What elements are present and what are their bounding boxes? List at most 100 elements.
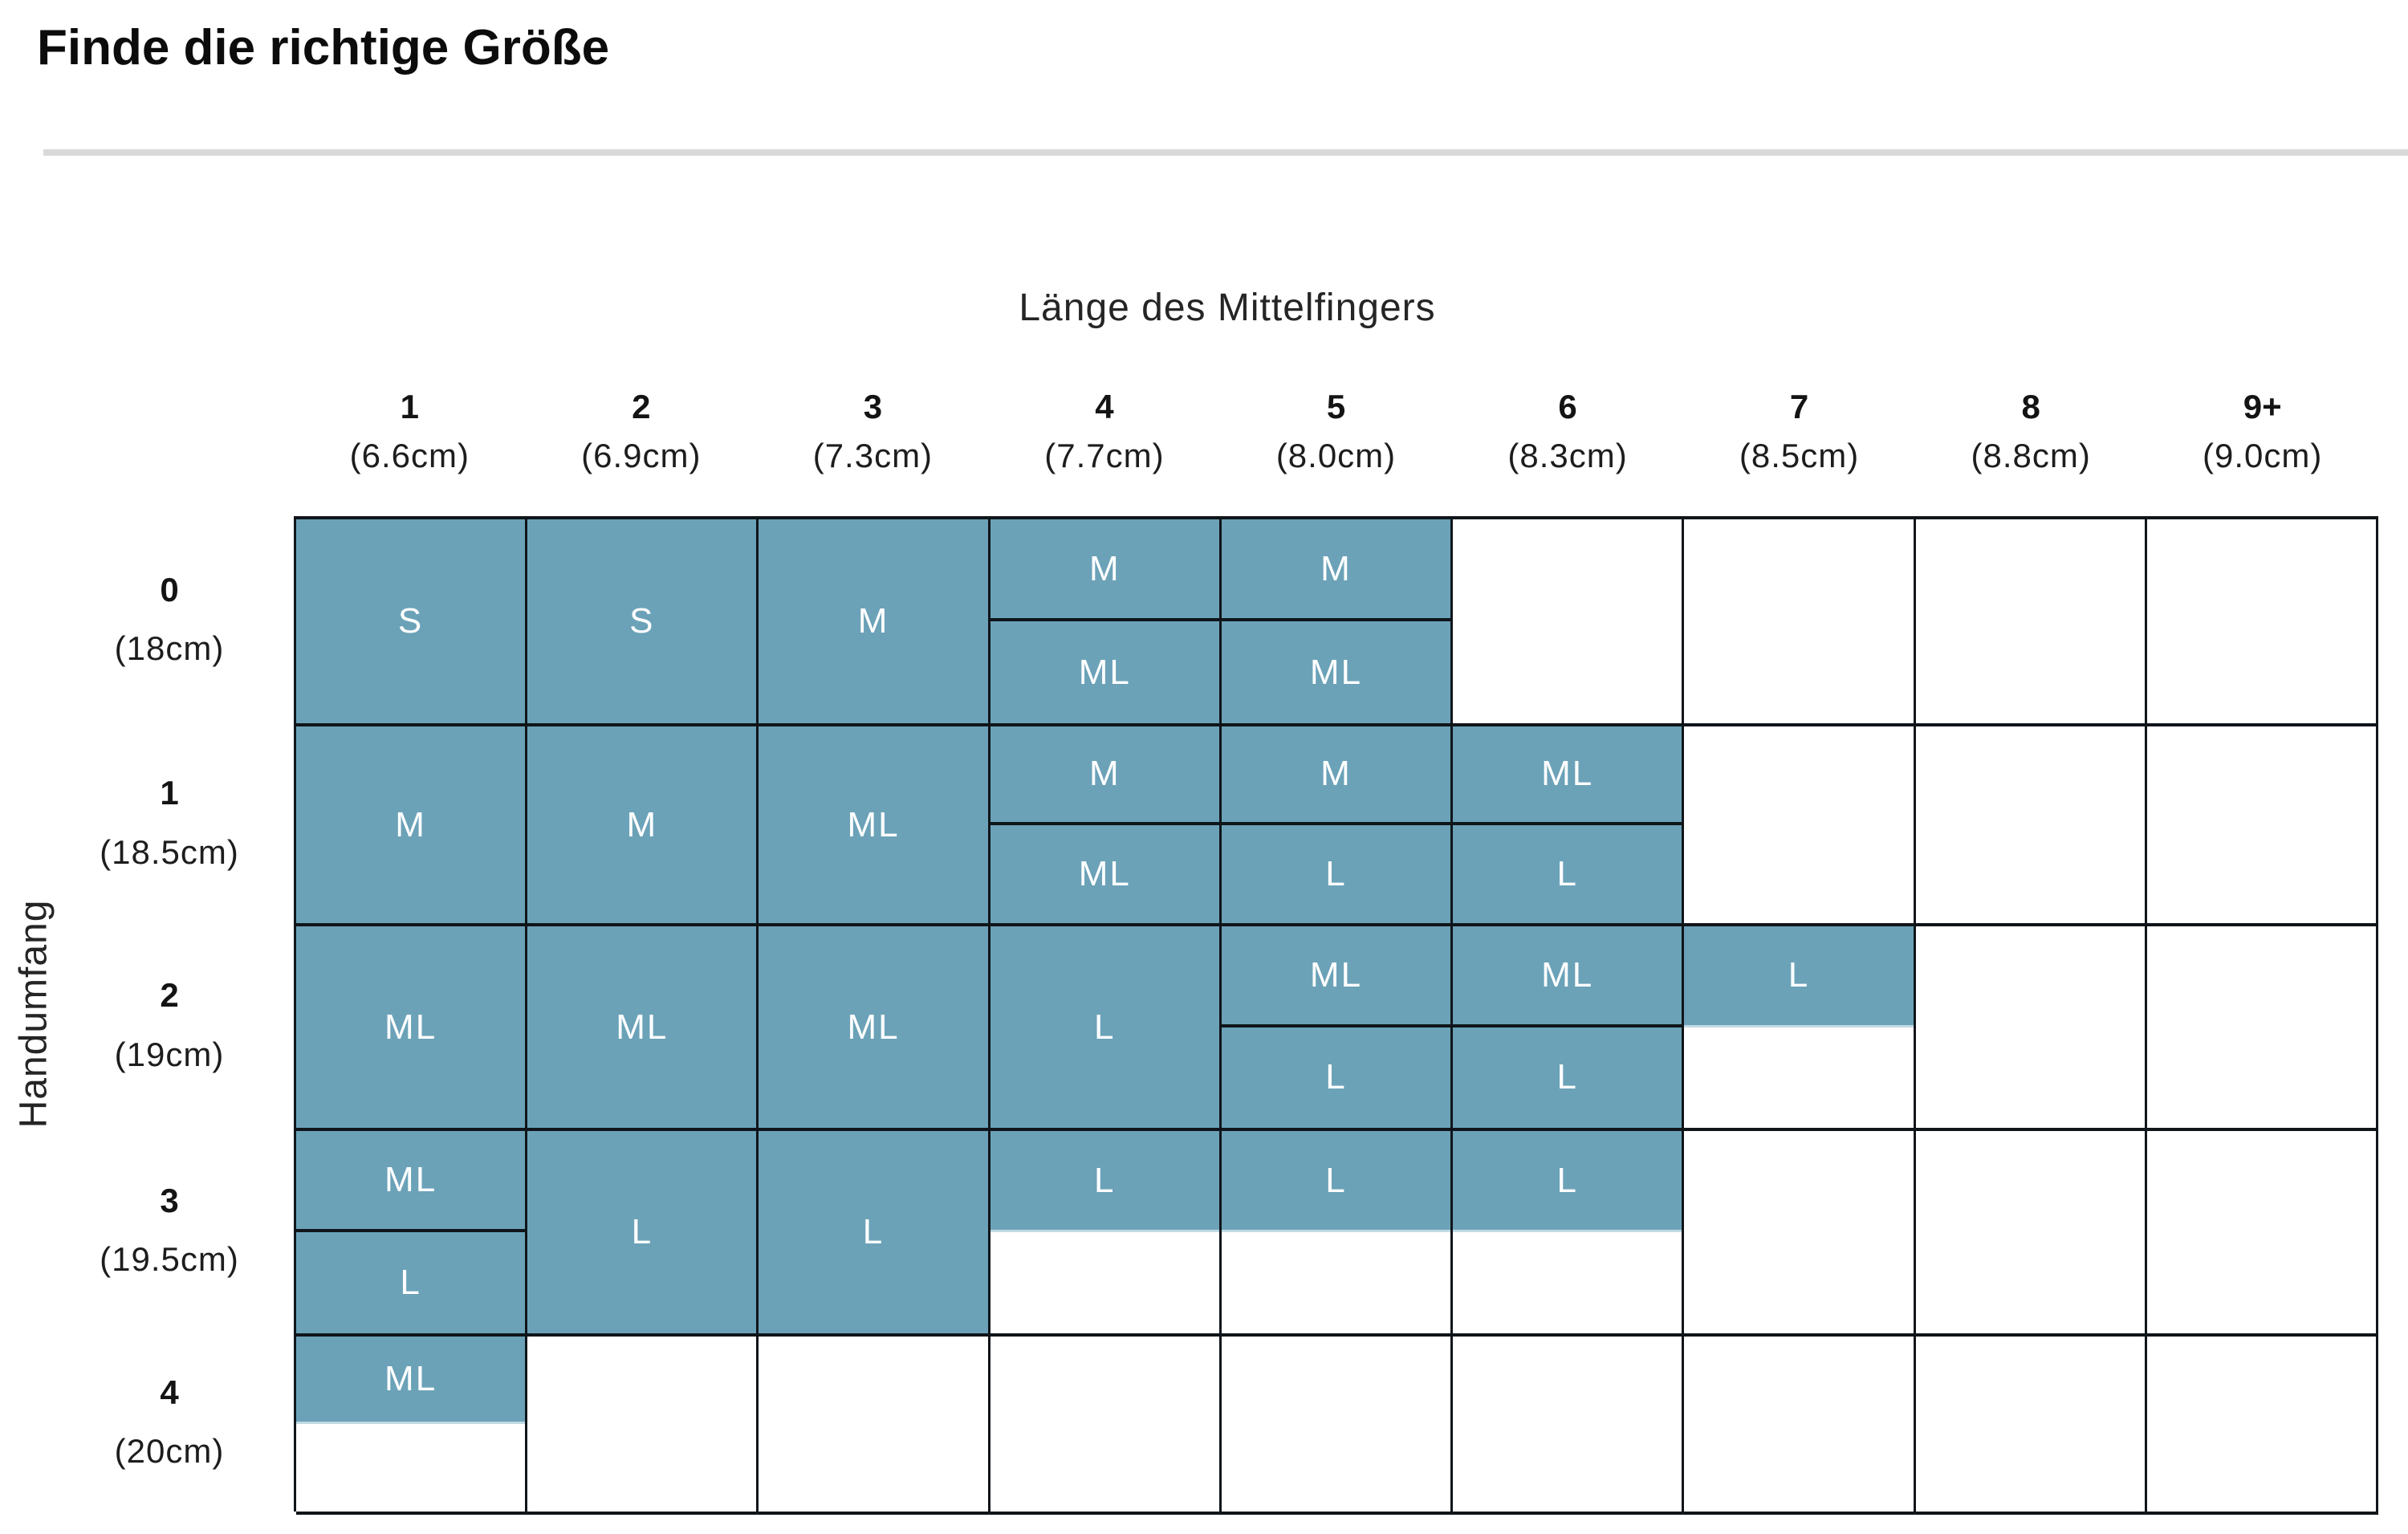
- column-number: 8: [2021, 388, 2040, 425]
- grid-cell-r4-c0: ML: [296, 1337, 528, 1515]
- grid-cell-r1-c7: [1915, 726, 2147, 926]
- size-subcell-top: L: [1453, 1131, 1682, 1232]
- column-header-8: 8 (8.8cm): [1915, 388, 2147, 475]
- size-subcell-top: L: [990, 1131, 1219, 1232]
- grid-cell-r2-c0: ML: [296, 926, 528, 1131]
- size-label: ML: [384, 1359, 437, 1398]
- size-label: L: [1556, 853, 1578, 893]
- row-cm-label: (18.5cm): [100, 832, 239, 871]
- grid-cell-r0-c5: [1453, 519, 1685, 726]
- page-title: Finde die richtige Größe: [37, 20, 610, 75]
- row-header-3: 3 (19.5cm): [45, 1128, 294, 1333]
- size-subcell-top: L: [1221, 1131, 1451, 1232]
- column-cm-label: (7.7cm): [1044, 437, 1165, 475]
- row-cm-label: (19cm): [114, 1035, 225, 1073]
- row-header-0: 0 (18cm): [45, 516, 294, 723]
- size-subcell-top: ML: [1221, 926, 1451, 1027]
- size-subcell-bottom: [1222, 1232, 1450, 1333]
- grid-cell-r4-c6: [1684, 1337, 1916, 1515]
- size-label: M: [1088, 548, 1121, 588]
- size-subcell-top: ML: [296, 1131, 526, 1232]
- size-subcell-bottom: ML: [990, 621, 1219, 723]
- size-subcell-bottom: ML: [990, 824, 1219, 923]
- grid-cell-r3-c1: L: [527, 1131, 759, 1337]
- column-header-1: 1 (6.6cm): [294, 388, 526, 475]
- size-label: ML: [1541, 754, 1594, 794]
- column-number: 3: [863, 388, 883, 425]
- column-cm-label: (8.3cm): [1507, 437, 1628, 475]
- size-subcell-bottom: L: [296, 1232, 526, 1333]
- column-number: 4: [1095, 388, 1114, 425]
- size-label: L: [400, 1263, 421, 1302]
- grid-cell-r4-c2: [759, 1337, 990, 1515]
- size-subcell-top: M: [1221, 519, 1451, 621]
- size-label: ML: [847, 1007, 900, 1047]
- grid-cell-r2-c8: [2146, 926, 2378, 1131]
- grid-cell-r0-c7: [1915, 519, 2147, 726]
- size-label: S: [397, 601, 424, 641]
- column-header-9+: 9+ (9.0cm): [2146, 388, 2378, 475]
- grid-cell-r2-c5: ML L: [1453, 926, 1685, 1131]
- size-label: M: [626, 804, 658, 844]
- size-subcell-bottom: [990, 1232, 1219, 1333]
- grid-cell-r0-c3: M ML: [990, 519, 1222, 726]
- grid-cell-r1-c2: ML: [759, 726, 990, 926]
- size-subcell-top: L: [1684, 926, 1914, 1027]
- grid-cell-r1-c3: M ML: [990, 726, 1222, 926]
- column-number: 6: [1558, 388, 1577, 425]
- size-label: M: [857, 601, 889, 641]
- size-label: ML: [1309, 954, 1363, 995]
- size-label: L: [1325, 1160, 1347, 1200]
- grid-cell-r4-c8: [2146, 1337, 2378, 1515]
- grid-cell-r2-c3: L: [990, 926, 1222, 1131]
- grid-cell-r1-c8: [2146, 726, 2378, 926]
- grid-cell-r3-c0: ML L: [296, 1131, 528, 1337]
- size-label: ML: [384, 1160, 437, 1199]
- size-label: ML: [616, 1007, 669, 1047]
- size-subcell-bottom: L: [1453, 1027, 1682, 1128]
- size-label: L: [631, 1212, 653, 1251]
- size-subcell-top: M: [990, 726, 1219, 825]
- size-subcell-bottom: [1684, 1027, 1913, 1129]
- grid-cell-r1-c1: M: [527, 726, 759, 926]
- size-subcell-bottom: ML: [1221, 621, 1451, 723]
- column-number: 7: [1789, 388, 1809, 425]
- size-subcell-top: M: [1221, 726, 1451, 825]
- size-subcell-bottom: [296, 1424, 525, 1512]
- grid-cell-r1-c5: ML L: [1453, 726, 1685, 926]
- grid-cell-r0-c6: [1684, 519, 1916, 726]
- row-number: 2: [160, 976, 179, 1015]
- grid-cell-r0-c1: S: [527, 519, 759, 726]
- size-subcell-top: ML: [1453, 926, 1682, 1027]
- column-cm-label: (8.5cm): [1739, 437, 1860, 475]
- column-cm-label: (9.0cm): [2203, 437, 2323, 475]
- grid-cell-r3-c2: L: [759, 1131, 990, 1337]
- grid-cell-r1-c4: M L: [1221, 726, 1454, 926]
- size-subcell-bottom: L: [1453, 824, 1682, 923]
- grid-cell-r3-c5: L: [1453, 1131, 1685, 1337]
- size-label: ML: [384, 1007, 437, 1047]
- size-subcell-top: M: [990, 519, 1219, 621]
- grid-cell-r3-c4: L: [1221, 1131, 1454, 1337]
- grid-cell-r0-c0: S: [296, 519, 528, 726]
- grid-cell-r4-c5: [1453, 1337, 1685, 1515]
- column-cm-label: (8.0cm): [1275, 437, 1397, 475]
- grid-cell-r1-c6: [1684, 726, 1916, 926]
- grid-cell-r4-c1: [527, 1337, 759, 1515]
- size-label: L: [1788, 955, 1810, 995]
- column-header-4: 4 (7.7cm): [989, 388, 1221, 475]
- grid-cell-r0-c2: M: [759, 519, 990, 726]
- grid-cell-r3-c8: [2146, 1131, 2378, 1337]
- size-label: S: [629, 601, 655, 641]
- size-label: ML: [1078, 853, 1131, 893]
- grid-cell-r2-c2: ML: [759, 926, 990, 1131]
- row-header-1: 1 (18.5cm): [45, 723, 294, 923]
- grid-cell-r3-c6: [1684, 1131, 1916, 1337]
- grid-cell-r2-c1: ML: [527, 926, 759, 1131]
- size-subcell-top: ML: [296, 1337, 526, 1424]
- size-label: L: [1094, 1007, 1116, 1047]
- grid-cell-r3-c3: L: [990, 1131, 1222, 1337]
- size-label: M: [395, 804, 426, 844]
